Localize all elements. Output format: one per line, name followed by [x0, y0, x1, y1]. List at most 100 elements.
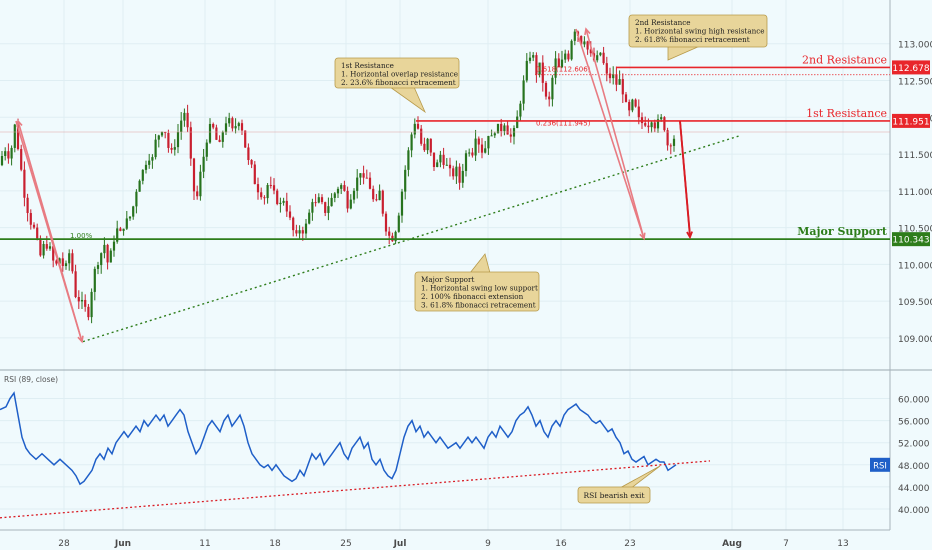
second-resistance-note-line: 2. 61.8% fibonacci retracement	[635, 35, 750, 44]
candle-down	[20, 149, 23, 170]
candle-down	[544, 82, 548, 97]
second-resistance-note-line: 1. Horizontal swing high resistance	[635, 27, 765, 36]
rsi-current-tag	[870, 457, 890, 472]
candle-down	[119, 228, 122, 231]
candle-up	[570, 40, 573, 60]
candle-up	[317, 197, 320, 203]
time-tick-label: Aug	[722, 539, 742, 549]
candle-up	[224, 123, 228, 133]
candle-down	[16, 124, 20, 150]
major-support-note-line: 2. 100% fibonacci extension	[421, 292, 524, 301]
rsi-tick-label: 48.000	[898, 462, 930, 472]
candle-up	[311, 202, 314, 213]
fib-extension-arrow-up-head	[584, 27, 591, 36]
rsi-current-tag-text: RSI	[873, 461, 887, 471]
candle-down	[548, 96, 551, 100]
candle-up	[176, 132, 180, 148]
candle-up	[525, 60, 528, 81]
rsi-note-text: RSI bearish exit	[584, 491, 645, 500]
candle-up	[154, 139, 157, 158]
candle-down	[628, 101, 631, 111]
candle-down	[23, 169, 26, 198]
candle-up	[90, 291, 93, 318]
candle-up	[583, 41, 586, 45]
candle-up	[656, 119, 660, 129]
candle-up	[199, 171, 202, 197]
candle-down	[36, 227, 39, 239]
candle-down	[7, 151, 10, 159]
first-resistance-price-tag	[892, 113, 930, 128]
candle-down	[669, 145, 672, 147]
candle-up	[413, 123, 416, 135]
projection-arrow-line	[679, 120, 691, 238]
candle-up	[512, 128, 516, 137]
price-tick-label: 110.000	[898, 261, 932, 271]
price-tick-label: 112.500	[898, 78, 932, 88]
candle-down	[260, 192, 263, 198]
candle-up	[618, 79, 621, 85]
candle-up	[631, 99, 634, 111]
candle-down	[71, 253, 74, 272]
candle-up	[599, 52, 602, 56]
candle-down	[272, 185, 276, 191]
second-resistance-price-tag-text: 112.678	[892, 64, 929, 74]
candle-up	[116, 228, 119, 242]
candle-up	[445, 164, 448, 166]
rsi-tick-label: 56.000	[898, 418, 930, 428]
candle-down	[621, 79, 624, 95]
candle-up	[58, 258, 61, 264]
candle-up	[672, 138, 676, 146]
time-tick-label: 28	[58, 539, 70, 549]
candle-up	[308, 212, 311, 224]
candle-up	[132, 206, 135, 217]
candle-down	[388, 231, 391, 236]
candle-up	[596, 55, 599, 61]
price-tick-label: 111.000	[898, 188, 932, 198]
second-resistance-note-box	[628, 14, 768, 48]
candle-up	[64, 263, 68, 267]
time-tick-label: 7	[783, 539, 789, 549]
candle-down	[26, 197, 29, 214]
candle-up	[528, 57, 532, 61]
candle-up	[426, 138, 429, 151]
candle-up	[327, 206, 330, 213]
candle-up	[660, 117, 663, 120]
candle-up	[234, 126, 237, 129]
candle-down	[61, 258, 64, 267]
candle-up	[141, 169, 144, 181]
major-support-price-tag-text: 110.343	[892, 236, 929, 246]
candle-up	[13, 124, 16, 148]
candle-up	[551, 77, 554, 100]
first-resistance-price-tag-text: 111.951	[892, 117, 929, 127]
time-tick-label: 11	[199, 539, 210, 549]
candle-up	[208, 123, 212, 143]
time-tick-label: 13	[837, 539, 848, 549]
candle-down	[500, 123, 503, 132]
candle-down	[285, 200, 288, 212]
candle-up	[180, 120, 183, 133]
candle-down	[269, 185, 272, 187]
candle-down	[567, 53, 570, 60]
candle-up	[151, 157, 154, 161]
candle-up	[468, 152, 471, 154]
candle-up	[80, 299, 84, 302]
candle-down	[276, 190, 279, 205]
first-resistance-note-box	[334, 57, 460, 89]
candle-up	[493, 133, 496, 136]
fib-236-label: 0.236(111.945)	[536, 119, 591, 127]
candle-up	[96, 265, 100, 269]
candle-down	[74, 271, 77, 298]
candle-up	[564, 53, 567, 60]
candle-down	[215, 127, 218, 140]
candle-up	[487, 135, 490, 149]
candle-down	[324, 202, 327, 213]
candle-up	[160, 132, 164, 136]
fib-extension-arrow-up	[585, 28, 645, 239]
candle-up	[221, 132, 224, 142]
fib-618-label: 0.618(112.606)	[536, 66, 591, 74]
second-resistance-label: 2nd Resistance	[802, 53, 887, 66]
candle-down	[506, 125, 509, 135]
candle-down	[314, 202, 317, 204]
candle-up	[439, 154, 442, 163]
